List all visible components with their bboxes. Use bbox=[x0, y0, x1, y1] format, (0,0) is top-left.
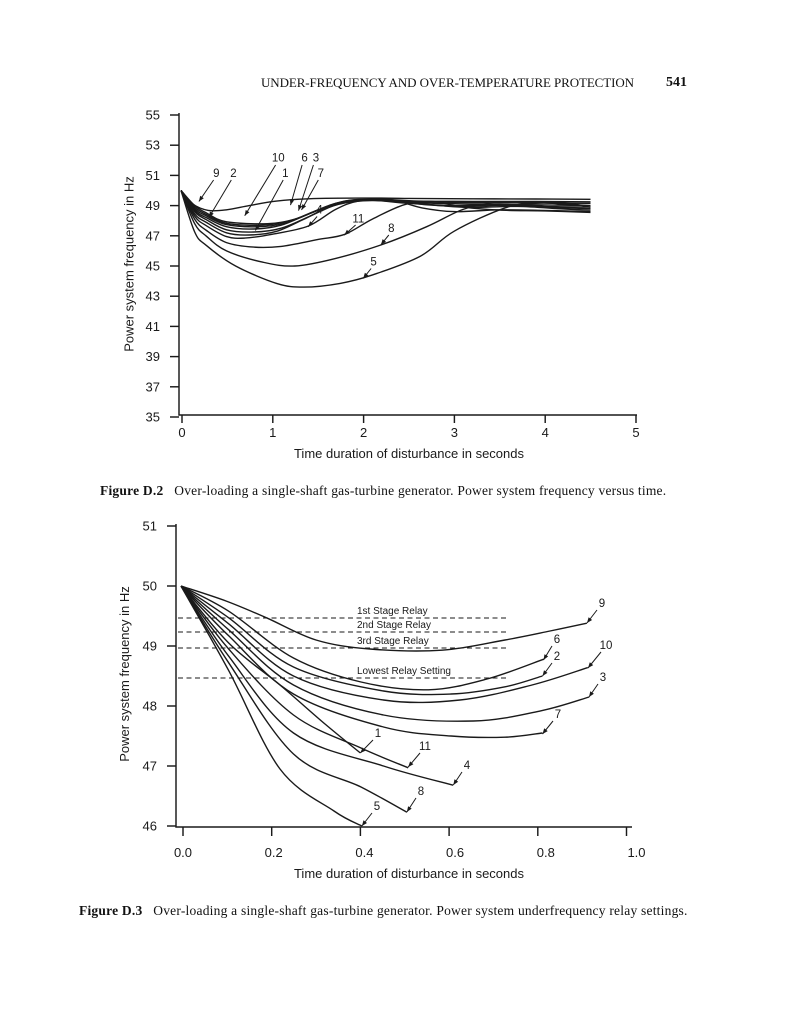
svg-text:11: 11 bbox=[419, 741, 431, 753]
svg-text:55: 55 bbox=[146, 108, 160, 123]
svg-text:Time duration of disturbance i: Time duration of disturbance in seconds bbox=[294, 866, 525, 881]
svg-text:43: 43 bbox=[146, 289, 160, 304]
svg-text:45: 45 bbox=[146, 259, 160, 274]
svg-text:3: 3 bbox=[451, 425, 458, 440]
svg-text:50: 50 bbox=[143, 579, 157, 594]
svg-text:Lowest Relay Setting: Lowest Relay Setting bbox=[357, 666, 451, 677]
svg-text:41: 41 bbox=[146, 319, 160, 334]
svg-text:Power system frequency in Hz: Power system frequency in Hz bbox=[122, 176, 137, 352]
svg-text:1st Stage Relay: 1st Stage Relay bbox=[357, 606, 428, 617]
svg-text:1: 1 bbox=[269, 425, 276, 440]
svg-text:49: 49 bbox=[146, 198, 160, 213]
svg-text:37: 37 bbox=[146, 379, 160, 394]
svg-text:4: 4 bbox=[464, 760, 471, 772]
svg-text:7: 7 bbox=[555, 709, 561, 721]
svg-text:51: 51 bbox=[146, 168, 160, 183]
svg-text:2: 2 bbox=[554, 651, 560, 663]
svg-text:47: 47 bbox=[143, 759, 157, 774]
svg-text:0.6: 0.6 bbox=[446, 845, 464, 860]
svg-text:4: 4 bbox=[542, 425, 549, 440]
svg-text:47: 47 bbox=[146, 228, 160, 243]
svg-text:5: 5 bbox=[370, 257, 376, 269]
svg-text:35: 35 bbox=[146, 410, 160, 425]
svg-text:3rd Stage Relay: 3rd Stage Relay bbox=[357, 636, 429, 647]
svg-text:4: 4 bbox=[316, 205, 323, 217]
svg-text:10: 10 bbox=[600, 640, 613, 652]
svg-text:39: 39 bbox=[146, 349, 160, 364]
svg-text:0.2: 0.2 bbox=[265, 845, 283, 860]
svg-text:1: 1 bbox=[375, 728, 381, 740]
svg-text:48: 48 bbox=[143, 699, 157, 714]
svg-text:9: 9 bbox=[213, 168, 219, 180]
svg-text:46: 46 bbox=[143, 819, 157, 834]
svg-text:Time duration of disturbance i: Time duration of disturbance in seconds bbox=[294, 446, 525, 461]
svg-text:2: 2 bbox=[360, 425, 367, 440]
svg-text:2: 2 bbox=[230, 168, 236, 180]
svg-text:2nd Stage Relay: 2nd Stage Relay bbox=[357, 620, 431, 631]
svg-text:5: 5 bbox=[632, 425, 639, 440]
svg-text:49: 49 bbox=[143, 639, 157, 654]
svg-text:0.8: 0.8 bbox=[537, 845, 555, 860]
svg-text:1.0: 1.0 bbox=[627, 845, 645, 860]
svg-text:1: 1 bbox=[282, 168, 288, 180]
svg-text:6: 6 bbox=[301, 153, 307, 165]
svg-text:3: 3 bbox=[600, 672, 606, 684]
svg-text:11: 11 bbox=[352, 213, 364, 225]
svg-text:7: 7 bbox=[318, 168, 324, 180]
svg-text:9: 9 bbox=[599, 598, 605, 610]
svg-text:3: 3 bbox=[313, 153, 319, 165]
svg-text:5: 5 bbox=[374, 801, 380, 813]
svg-text:53: 53 bbox=[146, 138, 160, 153]
svg-text:Power system frequency in Hz: Power system frequency in Hz bbox=[117, 586, 132, 762]
svg-text:8: 8 bbox=[388, 223, 394, 235]
svg-text:0.4: 0.4 bbox=[355, 845, 373, 860]
svg-text:8: 8 bbox=[418, 786, 424, 798]
svg-text:6: 6 bbox=[554, 634, 560, 646]
svg-text:0.0: 0.0 bbox=[174, 845, 192, 860]
svg-text:51: 51 bbox=[143, 519, 157, 534]
svg-text:0: 0 bbox=[178, 425, 185, 440]
svg-text:10: 10 bbox=[272, 153, 285, 165]
